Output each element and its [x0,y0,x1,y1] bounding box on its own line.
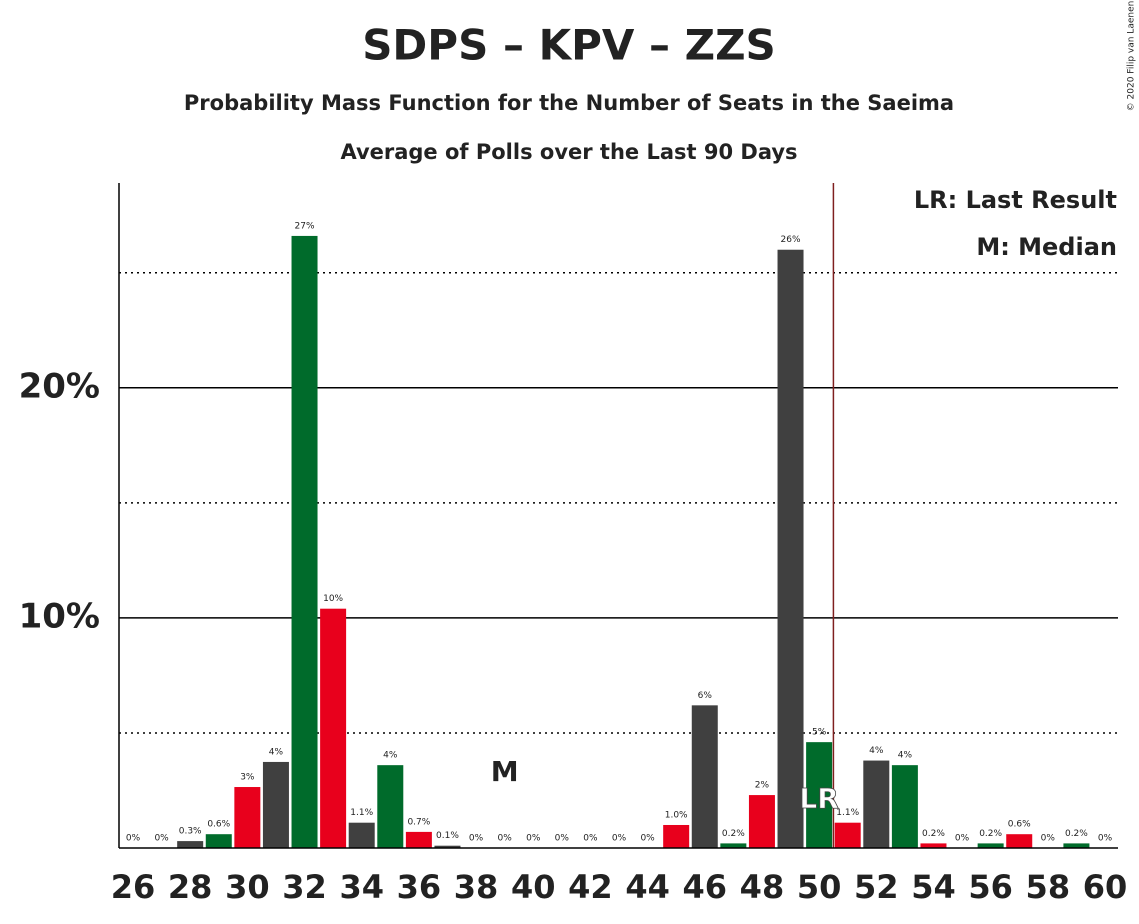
median-label: M [491,755,519,788]
bar [806,742,833,848]
bar [320,608,347,848]
bar [691,705,718,848]
value-label: 0% [126,834,141,844]
legend-entry: LR: Last Result [914,186,1117,214]
value-label: 4% [383,751,398,761]
last-result-label: LR [799,782,838,815]
value-label: 4% [869,746,884,756]
chart-subtitle: Average of Polls over the Last 90 Days [340,140,797,164]
value-label: 0% [555,834,570,844]
bar [262,761,289,848]
value-label: 0.2% [922,829,945,839]
bar [434,845,461,848]
value-label: 0% [583,834,598,844]
bar [720,843,747,848]
value-label: 0.3% [179,827,202,837]
bar [863,760,890,848]
bar [377,765,404,848]
value-label: 0.1% [436,831,459,841]
value-label: 3% [240,773,255,783]
bar [920,843,947,848]
bar [1006,834,1033,848]
copyright: © 2020 Filip van Laenen [1127,1,1137,112]
value-label: 1.1% [836,808,859,818]
value-label: 0% [955,834,970,844]
x-tick-label: 42 [568,868,613,906]
x-tick-label: 32 [282,868,327,906]
chart-title: SDPS – KPV – ZZS [362,21,776,70]
bar [777,249,804,848]
bar [205,834,232,848]
value-label: 10% [323,594,343,604]
value-label: 1.0% [665,810,688,820]
x-tick-label: 56 [968,868,1013,906]
x-tick-label: 60 [1083,868,1128,906]
value-label: 0% [498,834,513,844]
x-tick-label: 26 [111,868,156,906]
value-label: 0% [1041,834,1056,844]
x-tick-label: 36 [397,868,442,906]
bar [234,787,261,848]
value-label: 0% [612,834,627,844]
value-label: 4% [898,751,913,761]
value-label: 0% [526,834,541,844]
bar [1063,843,1090,848]
value-label: 0.6% [1008,820,1031,830]
bar [405,831,432,848]
bar [663,824,690,848]
value-label: 0% [1098,834,1113,844]
value-label: 4% [269,747,284,757]
y-tick-label: 10% [19,596,100,636]
value-label: 0.6% [207,820,230,830]
value-label: 6% [698,691,713,701]
x-tick-label: 34 [339,868,384,906]
x-tick-label: 50 [797,868,842,906]
value-label: 0% [154,834,169,844]
value-label: 1.1% [350,808,373,818]
x-tick-label: 44 [625,868,670,906]
value-label: 0.2% [979,829,1002,839]
x-tick-label: 28 [168,868,213,906]
x-tick-label: 38 [454,868,499,906]
value-label: 0.2% [1065,829,1088,839]
value-label: 2% [755,781,770,791]
x-tick-label: 46 [682,868,727,906]
bar [834,822,861,848]
value-label: 0% [640,834,655,844]
bar [891,765,918,848]
x-tick-label: 58 [1026,868,1071,906]
bar [977,843,1004,848]
value-label: 0.7% [407,817,430,827]
x-tick-label: 54 [911,868,956,906]
bar [291,235,318,848]
x-tick-label: 48 [740,868,785,906]
bar [348,822,375,848]
x-tick-label: 52 [854,868,899,906]
value-label: 26% [781,235,801,245]
chart-subtitle: Probability Mass Function for the Number… [184,91,954,115]
value-label: 5% [812,728,827,738]
legend-entry: M: Median [976,233,1117,261]
bar [177,841,204,848]
y-tick-label: 20% [19,366,100,406]
x-tick-label: 30 [225,868,270,906]
value-label: 0.2% [722,829,745,839]
value-label: 27% [295,221,315,231]
value-label: 0% [469,834,484,844]
bar [748,795,775,848]
x-tick-label: 40 [511,868,556,906]
